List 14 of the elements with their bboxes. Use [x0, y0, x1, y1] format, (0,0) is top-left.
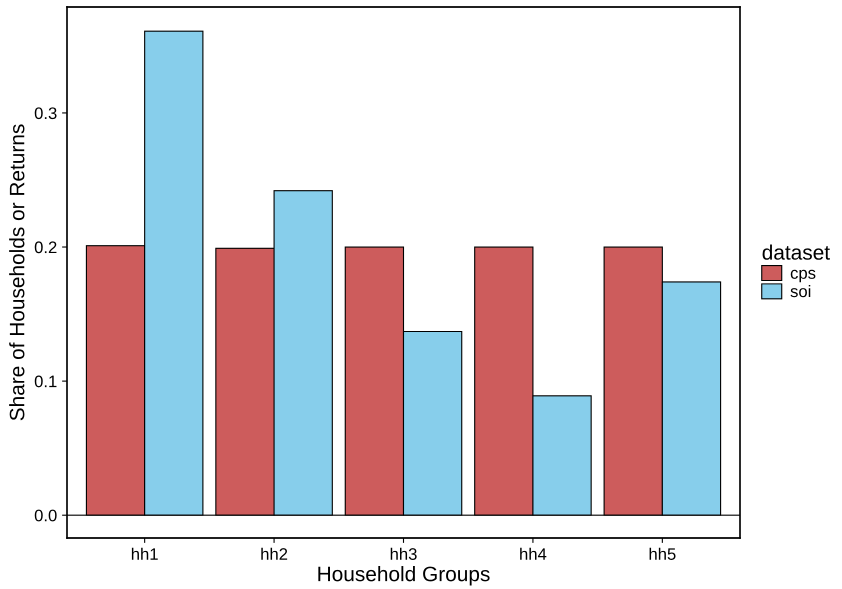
legend-label: cps: [790, 270, 816, 282]
x-axis-title: Household Groups: [318, 566, 490, 586]
x-tick-label: hh3: [390, 548, 417, 560]
y-tick-label: 0.0: [34, 510, 57, 522]
x-tick-label: hh1: [132, 548, 158, 560]
legend-title: dataset: [762, 244, 830, 260]
y-tick-label: 0.2: [34, 241, 56, 254]
x-tick-label: hh4: [520, 548, 546, 560]
legend-label: soi: [790, 284, 810, 298]
y-axis-title: Share of Households or Returns: [9, 124, 24, 420]
x-tick-label: hh5: [650, 548, 676, 560]
x-tick-label: hh2: [261, 548, 288, 560]
y-tick-label: 0.1: [34, 376, 56, 388]
y-tick-label: 0.3: [34, 107, 57, 120]
